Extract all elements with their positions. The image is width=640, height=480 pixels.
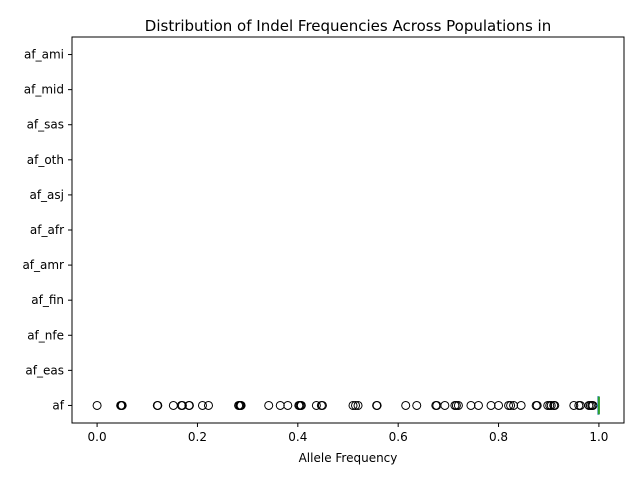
outlier-point: [283, 400, 293, 410]
y-tick-label: af_nfe: [27, 328, 64, 342]
outlier-point: [264, 400, 274, 410]
outlier-point: [351, 400, 361, 410]
outlier-point: [506, 400, 516, 410]
outlier-point: [117, 400, 127, 410]
outlier-point: [401, 400, 411, 410]
outlier-point: [197, 400, 207, 410]
outlier-point: [440, 400, 450, 410]
outlier-point: [494, 400, 504, 410]
x-axis: 0.0 0.2 0.4 0.6 0.8 1.0: [88, 423, 608, 444]
outlier-point: [532, 400, 542, 410]
y-tick-label: af_sas: [27, 118, 64, 132]
outlier-point: [546, 400, 556, 410]
plot-area: [92, 396, 600, 415]
series-af: [92, 396, 600, 415]
outlier-point: [311, 400, 321, 410]
y-tick-label: af_oth: [27, 153, 64, 167]
outlier-point: [317, 400, 327, 410]
outlier-point: [92, 400, 102, 410]
outlier-point: [412, 400, 422, 410]
outlier-point: [569, 400, 579, 410]
y-tick-label: af_asj: [29, 188, 64, 202]
x-tick-label: 0.8: [489, 430, 508, 444]
y-tick-label: af_eas: [25, 363, 64, 377]
outlier-point: [516, 400, 526, 410]
x-tick-label: 1.0: [589, 430, 608, 444]
outlier-point: [296, 400, 306, 410]
outlier-point: [372, 400, 382, 410]
y-tick-label: af_afr: [30, 223, 64, 237]
x-axis-label: Allele Frequency: [299, 451, 398, 465]
y-tick-label: af_amr: [22, 258, 64, 272]
plot-frame: [71, 36, 625, 424]
y-tick-label: af_fin: [31, 293, 64, 307]
outlier-point: [550, 400, 560, 410]
x-tick-label: 0.2: [188, 430, 207, 444]
outlier-point: [203, 400, 213, 410]
y-axis: af af_eas af_nfe af_fin af_amr af_afr af_asj af…: [22, 48, 72, 412]
x-tick-label: 0.6: [389, 430, 408, 444]
y-tick-label: af: [52, 398, 64, 412]
y-tick-label: af_ami: [24, 48, 64, 62]
outlier-point: [453, 400, 463, 410]
outlier-point: [184, 400, 194, 410]
outlier-point: [348, 400, 358, 410]
outlier-point: [473, 400, 483, 410]
outlier-point: [177, 400, 187, 410]
outlier-point: [486, 400, 496, 410]
outlier-point: [236, 400, 246, 410]
outlier-point: [275, 400, 285, 410]
outlier-point: [466, 400, 476, 410]
outlier-point: [153, 400, 163, 410]
outlier-point: [168, 400, 178, 410]
outlier-point: [575, 400, 585, 410]
y-tick-label: af_mid: [24, 83, 64, 97]
outlier-point: [353, 400, 363, 410]
chart-title: Distribution of Indel Frequencies Across…: [145, 17, 551, 35]
x-tick-label: 0.0: [88, 430, 107, 444]
x-tick-label: 0.4: [288, 430, 307, 444]
